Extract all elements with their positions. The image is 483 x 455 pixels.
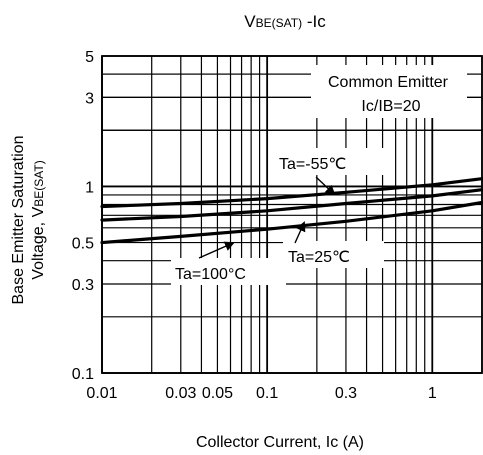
y-tick-label: 0.1	[72, 366, 94, 383]
label-ta100: Ta=100°C	[175, 266, 246, 283]
arrow-ta100	[198, 241, 235, 259]
series-layer	[100, 177, 483, 245]
arrow-ta25	[294, 221, 306, 244]
condition-label-line1: Common Emitter	[328, 74, 449, 91]
x-tick-label: 0.03	[165, 385, 196, 402]
series-line	[100, 188, 483, 222]
y-axis-label-line1: Base Emitter Saturation	[10, 136, 27, 305]
x-tick-label: 0.01	[86, 385, 117, 402]
condition-label-line2: Ic/IB=20	[361, 98, 420, 115]
plot-frame	[101, 55, 483, 374]
y-tick-label: 0.5	[72, 236, 94, 253]
series-line	[100, 177, 483, 209]
label-ta25: Ta=25℃	[288, 249, 350, 266]
label-ta100-background	[171, 258, 286, 285]
condition-label-background	[311, 65, 467, 118]
series-line	[100, 200, 483, 245]
y-tick-label: 5	[85, 49, 94, 66]
x-tick-label: 0.1	[256, 385, 278, 402]
arrow-ta-minus55	[315, 176, 336, 196]
label-ta-minus55-background	[274, 148, 387, 175]
chart-title: VBE(SAT) -Ic	[244, 12, 326, 31]
label-ta25-background	[283, 241, 384, 268]
label-ta-minus55: Ta=-55℃	[279, 156, 346, 173]
y-axis-label-line2: Voltage, VBE(SAT)	[30, 160, 47, 279]
x-axis-label: Collector Current, Ic (A)	[196, 434, 364, 451]
x-tick-label: 0.05	[202, 385, 233, 402]
y-tick-label: 1	[85, 179, 94, 196]
y-tick-label: 3	[85, 90, 94, 107]
annotation-layer: Common Emitter Ic/IB=20 Ta=-55℃ Ta=25℃ Ta=10…	[171, 65, 467, 285]
tick-layer: 0.01 0.03 0.05 0.1 0.3 1 0.1 0.3 0.5 1 3 5	[72, 49, 437, 402]
x-tick-label: 0.3	[335, 385, 357, 402]
plot-border	[101, 55, 483, 374]
x-tick-label: 1	[428, 385, 437, 402]
y-tick-label: 0.3	[72, 277, 94, 294]
